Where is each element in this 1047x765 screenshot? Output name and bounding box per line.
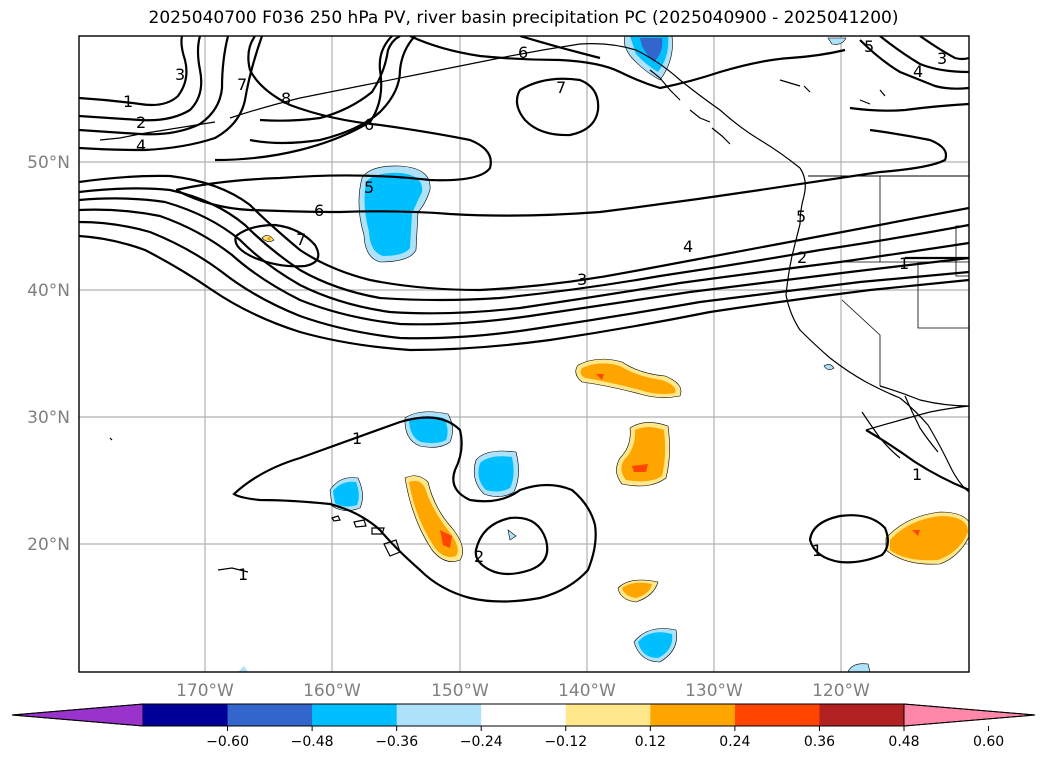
lat-label: 40°N (27, 281, 70, 301)
pv-contours (79, 36, 969, 603)
contour-label: 2 (797, 248, 807, 267)
contour-label: 4 (913, 62, 923, 81)
lat-label: 50°N (27, 153, 70, 173)
colorbar-segment (396, 704, 482, 726)
contour-label: 7 (237, 75, 247, 94)
colorbar-tick-label: 0.36 (804, 734, 835, 750)
colorbar-tick-label: −0.24 (460, 734, 503, 750)
contour-label: 1 (352, 429, 362, 448)
contour-label: 5 (796, 207, 806, 226)
colorbar-segment (819, 704, 905, 726)
map-title: 2025040700 F036 250 hPa PV, river basin … (148, 8, 899, 28)
colorbar-tick-label: −0.48 (291, 734, 334, 750)
colorbar-tick-label: −0.36 (375, 734, 418, 750)
contour-label: 3 (937, 49, 947, 68)
lon-label: 120°W (812, 681, 870, 701)
colorbar-tick-label: 0.60 (973, 734, 1004, 750)
contour-label: 7 (296, 230, 306, 249)
contour-label: 8 (281, 89, 291, 108)
map-border (78, 35, 970, 673)
gridlines (79, 36, 969, 672)
contour-labels: 1 2 4 3 7 8 6 6 7 5 6 7 3 4 5 2 1 5 4 3 … (123, 37, 947, 584)
contour-label: 1 (238, 565, 248, 584)
colorbar-border (11, 703, 1036, 727)
colorbar (11, 703, 1036, 727)
contour-label: 4 (136, 136, 146, 155)
contour-label: 7 (556, 78, 566, 97)
contour-label: 2 (474, 547, 484, 566)
colorbar-tick-label: 0.24 (719, 734, 750, 750)
contour-label: 6 (314, 201, 324, 220)
contour-label: 1 (812, 541, 822, 560)
colorbar-segment (143, 704, 229, 726)
colorbar-extend-low (11, 703, 144, 727)
lat-label: 20°N (27, 535, 70, 555)
lon-label: 140°W (558, 681, 616, 701)
colorbar-segment (650, 704, 736, 726)
lon-labels: 170°W 160°W 150°W 140°W 130°W 120°W (176, 681, 870, 701)
coastlines (99, 43, 969, 573)
contour-label: 1 (899, 254, 909, 273)
colorbar-tick-label: −0.12 (544, 734, 587, 750)
colorbar-tick-label: 0.12 (635, 734, 666, 750)
contour-label: 4 (683, 237, 693, 256)
contour-label: 1 (123, 92, 133, 111)
lon-label: 130°W (685, 681, 743, 701)
colorbar-segment (565, 704, 651, 726)
precip-shading (238, 36, 969, 672)
contour-label: 2 (136, 113, 146, 132)
colorbar-extend-high (903, 703, 1036, 727)
contour-label: 6 (364, 115, 374, 134)
colorbar-segment (312, 704, 398, 726)
contour-label: 5 (864, 37, 874, 56)
contour-label: 3 (577, 270, 587, 289)
lat-labels: 50°N 40°N 30°N 20°N (27, 153, 70, 555)
map-area (79, 36, 969, 672)
contour-label: 3 (175, 65, 185, 84)
contour-label: 5 (364, 178, 374, 197)
colorbar-segment (734, 704, 820, 726)
colorbar-tick-label: −0.60 (206, 734, 249, 750)
colorbar-segment (227, 704, 313, 726)
colorbar-segment (481, 704, 567, 726)
lat-label: 30°N (27, 408, 70, 428)
colorbar-ticks: −0.60 −0.48 −0.36 −0.24 −0.12 0.12 0.24 0.36 0.4… (206, 726, 1004, 750)
lon-label: 150°W (431, 681, 489, 701)
contour-label: 6 (518, 43, 528, 62)
lon-label: 160°W (303, 681, 361, 701)
contour-label: 1 (912, 465, 922, 484)
colorbar-tick-label: 0.48 (888, 734, 919, 750)
lon-label: 170°W (176, 681, 234, 701)
